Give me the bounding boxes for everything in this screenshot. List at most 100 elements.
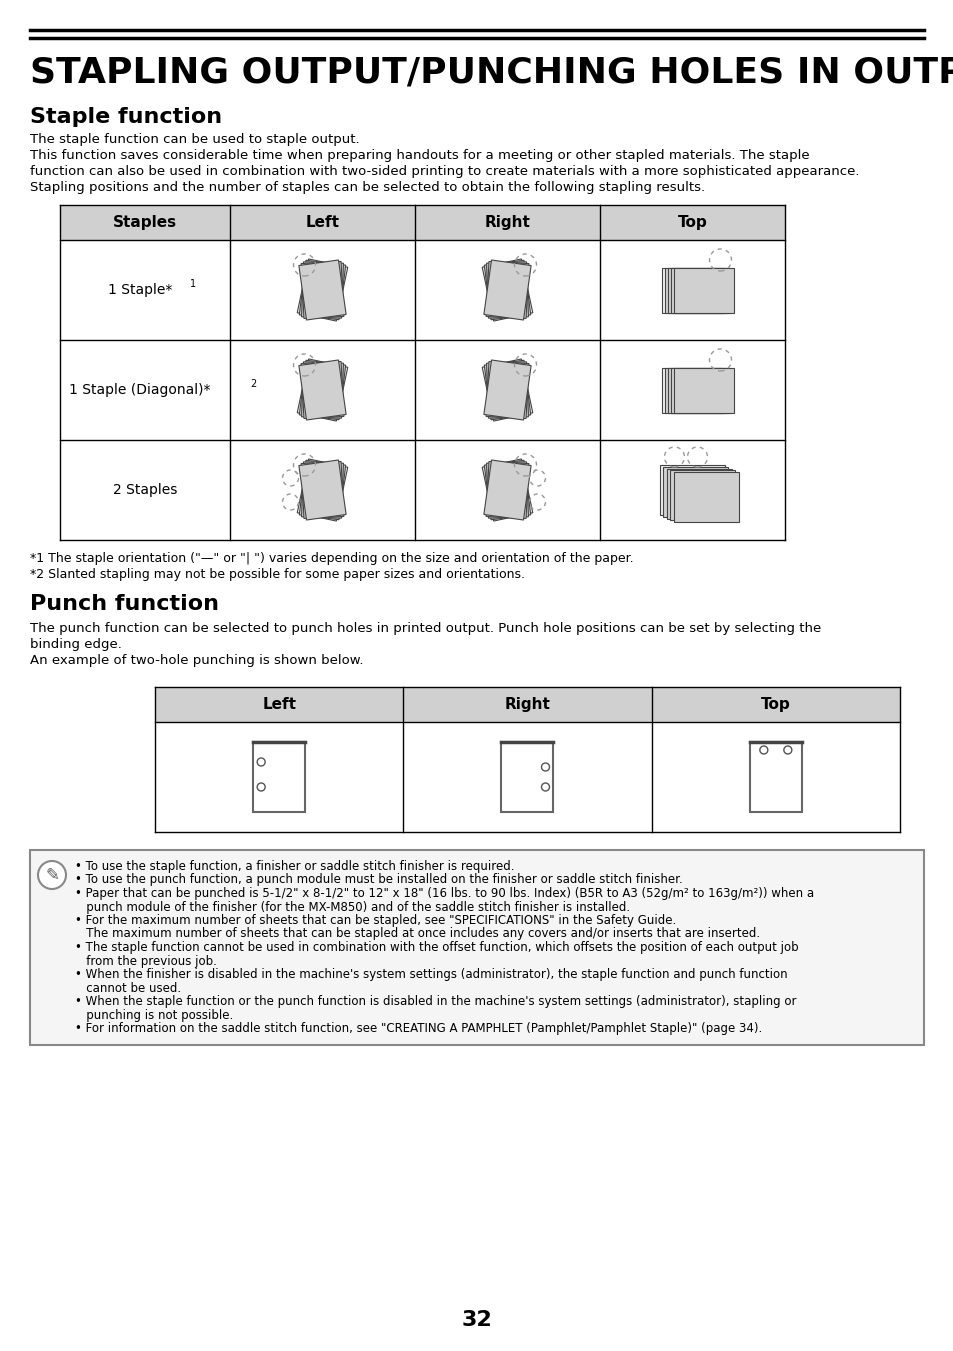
Bar bbox=[666, 469, 731, 519]
Text: • Paper that can be punched is 5-1/2" x 8-1/2" to 12" x 18" (16 lbs. to 90 lbs. : • Paper that can be punched is 5-1/2" x … bbox=[75, 888, 813, 900]
Bar bbox=[671, 267, 731, 312]
Polygon shape bbox=[299, 461, 345, 520]
Polygon shape bbox=[301, 262, 343, 319]
Polygon shape bbox=[299, 361, 345, 420]
Polygon shape bbox=[298, 259, 346, 320]
Bar bbox=[661, 367, 721, 412]
Bar bbox=[674, 367, 734, 412]
Text: Punch function: Punch function bbox=[30, 594, 219, 613]
Text: 1: 1 bbox=[190, 280, 195, 289]
Bar bbox=[154, 721, 899, 832]
Text: • For information on the saddle stitch function, see "CREATING A PAMPHLET (Pamph: • For information on the saddle stitch f… bbox=[75, 1021, 761, 1035]
Polygon shape bbox=[484, 461, 530, 520]
Polygon shape bbox=[483, 359, 531, 420]
Text: Left: Left bbox=[305, 215, 339, 230]
Polygon shape bbox=[483, 459, 531, 520]
Text: STAPLING OUTPUT/PUNCHING HOLES IN OUTPUT: STAPLING OUTPUT/PUNCHING HOLES IN OUTPUT bbox=[30, 55, 953, 89]
Text: • When the staple function or the punch function is disabled in the machine's sy: • When the staple function or the punch … bbox=[75, 994, 796, 1008]
Circle shape bbox=[257, 758, 265, 766]
Polygon shape bbox=[486, 262, 528, 319]
Circle shape bbox=[541, 784, 549, 790]
Text: *1 The staple orientation ("—" or "| ") varies depending on the size and orienta: *1 The staple orientation ("—" or "| ") … bbox=[30, 553, 633, 565]
Bar bbox=[668, 267, 728, 312]
Text: Top: Top bbox=[677, 215, 706, 230]
Bar bbox=[60, 205, 784, 240]
Bar bbox=[154, 688, 899, 721]
Text: • When the finisher is disabled in the machine's system settings (administrator): • When the finisher is disabled in the m… bbox=[75, 969, 787, 981]
Polygon shape bbox=[297, 459, 348, 521]
Polygon shape bbox=[298, 359, 346, 420]
Bar bbox=[661, 267, 721, 312]
Text: Staples: Staples bbox=[112, 215, 177, 230]
Text: from the previous job.: from the previous job. bbox=[75, 955, 216, 967]
Text: The punch function can be selected to punch holes in printed output. Punch hole : The punch function can be selected to pu… bbox=[30, 621, 821, 635]
Bar bbox=[60, 440, 784, 540]
Bar bbox=[674, 267, 734, 312]
Text: 1 Staple (Diagonal)*: 1 Staple (Diagonal)* bbox=[70, 382, 211, 397]
Text: The maximum number of sheets that can be stapled at once includes any covers and: The maximum number of sheets that can be… bbox=[75, 928, 760, 940]
Text: binding edge.: binding edge. bbox=[30, 638, 122, 651]
Polygon shape bbox=[297, 359, 348, 422]
Circle shape bbox=[541, 763, 549, 771]
Text: Top: Top bbox=[760, 697, 790, 712]
Text: Left: Left bbox=[262, 697, 295, 712]
Bar bbox=[253, 742, 305, 812]
Circle shape bbox=[783, 746, 791, 754]
Bar bbox=[668, 367, 728, 412]
Bar bbox=[749, 742, 801, 812]
Polygon shape bbox=[486, 462, 528, 519]
Text: The staple function can be used to staple output.: The staple function can be used to stapl… bbox=[30, 132, 359, 146]
Bar bbox=[60, 340, 784, 440]
Bar bbox=[671, 367, 731, 412]
Text: Right: Right bbox=[504, 697, 550, 712]
Bar bbox=[30, 850, 923, 1046]
Circle shape bbox=[257, 784, 265, 790]
Polygon shape bbox=[481, 459, 532, 521]
Circle shape bbox=[759, 746, 767, 754]
Polygon shape bbox=[301, 362, 343, 419]
Polygon shape bbox=[486, 362, 528, 419]
Polygon shape bbox=[301, 262, 343, 319]
Bar bbox=[673, 471, 739, 521]
Polygon shape bbox=[481, 259, 532, 322]
Text: 2: 2 bbox=[250, 380, 256, 389]
Polygon shape bbox=[486, 462, 528, 519]
Text: • To use the punch function, a punch module must be installed on the finisher or: • To use the punch function, a punch mod… bbox=[75, 874, 682, 886]
Text: Stapling positions and the number of staples can be selected to obtain the follo: Stapling positions and the number of sta… bbox=[30, 181, 704, 195]
Text: function can also be used in combination with two-sided printing to create mater: function can also be used in combination… bbox=[30, 165, 859, 178]
Polygon shape bbox=[483, 259, 531, 320]
Text: punching is not possible.: punching is not possible. bbox=[75, 1008, 233, 1021]
Polygon shape bbox=[486, 262, 528, 319]
Polygon shape bbox=[301, 462, 343, 519]
Bar bbox=[60, 240, 784, 340]
Bar bbox=[670, 470, 735, 520]
Circle shape bbox=[38, 861, 66, 889]
Text: cannot be used.: cannot be used. bbox=[75, 981, 181, 994]
Text: • To use the staple function, a finisher or saddle stitch finisher is required.: • To use the staple function, a finisher… bbox=[75, 861, 514, 873]
Text: • The staple function cannot be used in combination with the offset function, wh: • The staple function cannot be used in … bbox=[75, 942, 798, 954]
Text: ✎: ✎ bbox=[45, 866, 59, 884]
Polygon shape bbox=[298, 459, 346, 520]
Polygon shape bbox=[301, 362, 343, 419]
Bar bbox=[662, 466, 728, 516]
Polygon shape bbox=[301, 462, 343, 519]
Text: An example of two-hole punching is shown below.: An example of two-hole punching is shown… bbox=[30, 654, 363, 667]
Bar bbox=[665, 267, 724, 312]
Polygon shape bbox=[484, 261, 530, 320]
Polygon shape bbox=[484, 361, 530, 420]
Polygon shape bbox=[297, 259, 348, 322]
Polygon shape bbox=[486, 362, 528, 419]
Text: Staple function: Staple function bbox=[30, 107, 222, 127]
Text: Right: Right bbox=[484, 215, 530, 230]
Text: This function saves considerable time when preparing handouts for a meeting or o: This function saves considerable time wh… bbox=[30, 149, 809, 162]
Text: *2 Slanted stapling may not be possible for some paper sizes and orientations.: *2 Slanted stapling may not be possible … bbox=[30, 567, 524, 581]
Bar bbox=[501, 742, 553, 812]
Bar bbox=[665, 367, 724, 412]
Text: 1 Staple*: 1 Staple* bbox=[108, 282, 172, 297]
Bar bbox=[659, 465, 724, 515]
Text: 32: 32 bbox=[461, 1310, 492, 1329]
Text: 2 Staples: 2 Staples bbox=[112, 484, 177, 497]
Text: • For the maximum number of sheets that can be stapled, see "SPECIFICATIONS" in : • For the maximum number of sheets that … bbox=[75, 915, 676, 927]
Polygon shape bbox=[481, 359, 532, 422]
Text: punch module of the finisher (for the MX-M850) and of the saddle stitch finisher: punch module of the finisher (for the MX… bbox=[75, 901, 630, 913]
